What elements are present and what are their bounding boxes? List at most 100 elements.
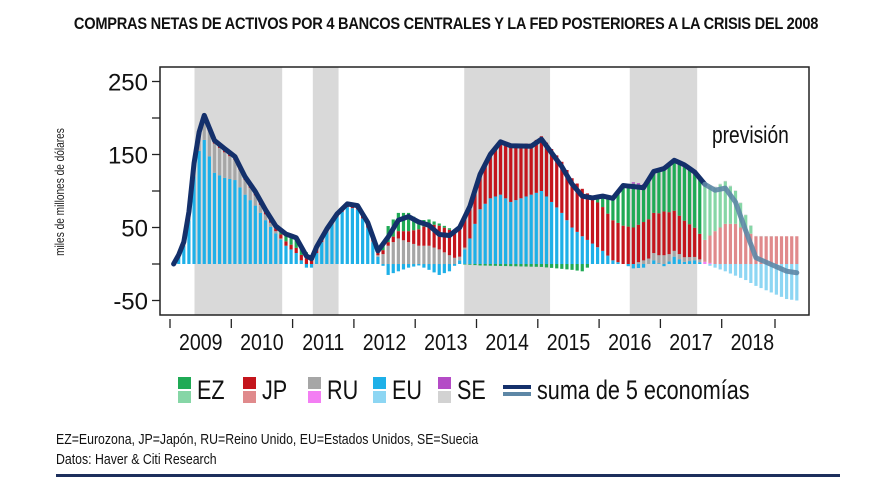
bar-segment-jp <box>744 231 748 264</box>
bar-segment-eu <box>432 264 436 273</box>
bar-segment-jp <box>718 227 722 264</box>
bar-segment-ru <box>217 147 222 176</box>
legend-label: JP <box>262 374 288 405</box>
bar-segment-jp <box>274 227 278 232</box>
bar-segment-eu <box>463 249 467 264</box>
bar-segment-eu <box>371 242 375 264</box>
bar-segment-ru <box>677 254 681 260</box>
bar-segment-jp <box>304 258 309 264</box>
bar-segment-eu <box>315 253 319 264</box>
bar-segment-eu <box>693 260 697 264</box>
legend-swatch <box>308 377 321 403</box>
bar-segment-se <box>636 183 641 185</box>
bar-segment-ru <box>238 170 242 188</box>
bar-segment-ez <box>667 165 671 213</box>
bar-segment-ru <box>248 187 252 201</box>
bar-segment-eu <box>790 264 794 300</box>
bar-segment-ez <box>723 181 727 224</box>
bar-segment-jp <box>754 236 758 264</box>
bar-segment-eu <box>723 264 727 272</box>
bar-segment-jp <box>381 250 385 255</box>
bar-segment-eu <box>539 191 543 264</box>
bar-segment-se <box>769 236 773 237</box>
x-tick-label: 2017 <box>669 330 712 356</box>
bar-segment-jp <box>616 222 620 263</box>
bar-segment-ez <box>498 264 503 266</box>
bar-segment-jp <box>412 230 416 244</box>
bar-segment-eu <box>233 180 237 264</box>
bar-segment-eu <box>779 264 784 297</box>
source-note: Datos: Haver & Citi Research <box>56 451 217 468</box>
bar-segment-ru <box>636 262 641 264</box>
bar-segment-jp <box>534 139 538 193</box>
bar-segment-jp <box>590 197 595 244</box>
legend-line-swatch <box>503 384 531 396</box>
legend-label: suma de 5 economías <box>537 374 750 405</box>
bar-segment-eu <box>595 247 600 264</box>
bar-segment-ez <box>519 264 523 267</box>
bar-segment-jp <box>294 247 298 254</box>
x-tick-label: 2009 <box>179 330 222 356</box>
bar-segment-ez <box>504 264 508 267</box>
bar-segment-jp <box>442 227 446 253</box>
bar-segment-eu <box>636 264 641 269</box>
bar-segment-ru <box>202 118 206 140</box>
bar-segment-eu <box>177 256 181 264</box>
bar-segment-ez <box>575 264 579 271</box>
bar-segment-ru <box>381 254 385 264</box>
bar-segment-jp <box>611 220 615 261</box>
shaded-period <box>312 67 339 315</box>
bar-segment-eu <box>713 264 717 268</box>
bar-segment-jp <box>309 259 314 264</box>
bar-segment-eu <box>611 260 615 264</box>
bar-segment-eu <box>355 209 360 264</box>
bar-segment-ru <box>417 245 421 264</box>
bar-segment-jp <box>631 227 635 264</box>
bar-segment-ez <box>744 215 748 232</box>
bar-segment-eu <box>228 178 232 264</box>
bar-segment-ru <box>463 247 467 250</box>
abbreviations-note: EZ=Eurozona, JP=Japón, RU=Reino Unido, E… <box>56 431 479 448</box>
bar-segment-eu <box>248 200 252 265</box>
legend-label: EZ <box>197 374 225 405</box>
y-tick-label: 150 <box>108 143 148 170</box>
bar-segment-jp <box>483 162 487 204</box>
bar-segment-ru <box>703 261 707 264</box>
bar-segment-ez <box>708 186 712 236</box>
bar-segment-ru <box>672 250 676 257</box>
x-tick-label: 2018 <box>731 330 774 356</box>
x-tick-label: 2013 <box>424 330 467 356</box>
legend-item-ez: EZ <box>178 375 231 406</box>
bar-segment-ru <box>447 255 452 264</box>
bar-segment-eu <box>309 264 314 268</box>
bar-segment-jp <box>585 193 589 240</box>
bar-segment-eu <box>759 264 763 289</box>
bar-segment-eu <box>754 264 758 286</box>
bar-segment-eu <box>498 194 503 264</box>
bar-segment-ru <box>657 255 661 264</box>
bar-segment-jp <box>647 219 651 259</box>
bar-segment-jp <box>606 213 610 256</box>
bar-segment-ru <box>693 256 697 261</box>
bar-segment-se <box>733 190 738 191</box>
bar-segment-ez <box>728 186 733 224</box>
bar-segment-ru <box>432 247 436 264</box>
x-tick-label: 2016 <box>608 330 651 356</box>
bar-segment-ez <box>493 264 498 266</box>
bar-segment-ez <box>560 264 564 269</box>
bar-segment-ru <box>228 156 232 179</box>
forecast-annotation: previsión <box>712 121 789 149</box>
bar-segment-ru <box>253 195 257 206</box>
bar-segment-jp <box>401 231 406 241</box>
bar-segment-jp <box>498 139 503 195</box>
bar-segment-eu <box>555 207 559 264</box>
bar-segment-ez <box>534 264 538 267</box>
bar-segment-eu <box>534 192 538 264</box>
bar-segment-eu <box>728 264 733 274</box>
bar-segment-eu <box>427 264 431 270</box>
bar-segment-eu <box>468 238 472 264</box>
bar-segment-jp <box>504 141 508 199</box>
bar-segment-eu <box>274 233 278 264</box>
bar-segment-ru <box>452 257 457 264</box>
bar-segment-ru <box>641 260 646 264</box>
